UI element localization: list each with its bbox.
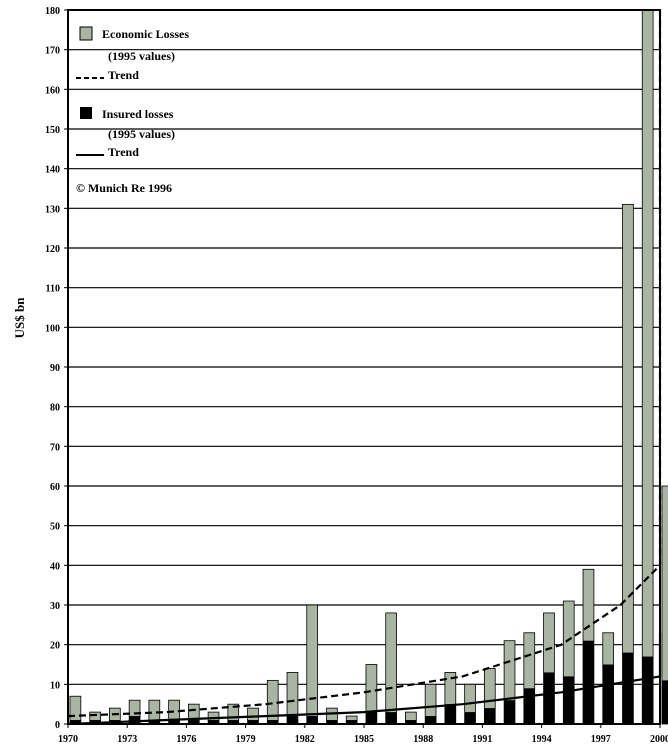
y-tick-label: 90 bbox=[50, 363, 60, 374]
legend-economic-swatch bbox=[79, 26, 93, 41]
x-tick-label: 1979 bbox=[236, 734, 256, 745]
insured-loss-bar bbox=[622, 652, 634, 724]
x-tick-label: 1973 bbox=[117, 734, 137, 745]
y-tick-label: 30 bbox=[50, 601, 60, 612]
y-tick-label: 170 bbox=[45, 46, 60, 57]
y-tick-label: 40 bbox=[50, 561, 60, 572]
y-tick-label: 20 bbox=[50, 641, 60, 652]
legend-insured-note: (1995 values) bbox=[108, 127, 175, 141]
x-tick-label: 1994 bbox=[532, 734, 552, 745]
insured-loss-bar bbox=[208, 720, 219, 724]
insured-loss-bar bbox=[583, 640, 594, 724]
insured-loss-bar bbox=[444, 704, 456, 724]
legend: Economic Losses (1995 values) Trend Insu… bbox=[76, 26, 189, 195]
y-tick-label: 140 bbox=[45, 165, 60, 176]
insured-loss-bar bbox=[464, 712, 476, 724]
economic-loss-bar bbox=[306, 604, 319, 725]
insured-loss-bar bbox=[425, 716, 437, 724]
insured-loss-bar bbox=[227, 720, 239, 724]
y-tick-label: 120 bbox=[45, 244, 60, 255]
insured-loss-bar bbox=[642, 656, 654, 724]
y-tick-label: 180 bbox=[45, 6, 60, 17]
y-tick-label: 70 bbox=[50, 442, 60, 453]
x-tick-label: 1970 bbox=[58, 734, 78, 745]
insured-loss-bar bbox=[523, 688, 535, 724]
insured-loss-bar bbox=[563, 676, 575, 724]
insured-loss-bar bbox=[168, 720, 180, 724]
y-tick-label: 80 bbox=[50, 403, 60, 414]
y-axis-title: US$ bn bbox=[12, 297, 27, 339]
insured-loss-bar bbox=[365, 712, 377, 724]
y-tick-label: 150 bbox=[45, 125, 60, 136]
insured-loss-bar bbox=[661, 680, 668, 724]
legend-economic-trend-label: Trend bbox=[108, 68, 139, 82]
insured-loss-bar bbox=[148, 720, 160, 724]
y-tick-label: 10 bbox=[50, 680, 60, 691]
insured-loss-bar bbox=[69, 720, 81, 724]
economic-loss-bar bbox=[641, 9, 654, 725]
insured-loss-bar bbox=[385, 712, 397, 724]
y-tick-label: 110 bbox=[46, 284, 60, 295]
legend-economic-label: Economic Losses bbox=[102, 27, 189, 41]
legend-insured-label: Insured losses bbox=[102, 107, 174, 121]
y-tick-label: 50 bbox=[50, 522, 60, 533]
legend-economic-note: (1995 values) bbox=[108, 49, 175, 63]
legend-insured-trend-label: Trend bbox=[108, 145, 139, 159]
insured-loss-bar bbox=[484, 708, 496, 724]
y-tick-label: 160 bbox=[45, 85, 60, 96]
insured-loss-bar bbox=[543, 672, 555, 724]
legend-source: © Munich Re 1996 bbox=[76, 181, 172, 195]
insured-loss-bar bbox=[405, 720, 417, 724]
insured-loss-bar bbox=[129, 716, 141, 724]
y-tick-label: 60 bbox=[50, 482, 60, 493]
y-axis: 0 10 20 30 40 50 60 70 80 90 100 110 120 130 140 150 160… bbox=[45, 6, 68, 731]
insured-loss-bar bbox=[504, 700, 515, 724]
insured-loss-bar bbox=[346, 720, 358, 724]
insured-loss-bar bbox=[247, 720, 259, 724]
legend-insured-swatch bbox=[80, 107, 92, 119]
x-tick-label: 2000 bbox=[650, 734, 668, 745]
x-tick-label: 1985 bbox=[354, 734, 374, 745]
x-tick-label: 1982 bbox=[295, 734, 315, 745]
insured-loss-bar bbox=[287, 716, 298, 724]
economic-loss-bar bbox=[385, 612, 397, 725]
grid-layer bbox=[68, 49, 660, 685]
y-tick-label: 100 bbox=[45, 323, 60, 334]
economic-loss-bar bbox=[69, 695, 82, 725]
x-tick-label: 1988 bbox=[413, 734, 433, 745]
insured-loss-bar bbox=[306, 716, 318, 724]
insured-loss-bar bbox=[188, 720, 200, 724]
insured-loss-bar bbox=[267, 720, 279, 724]
economic-loss-bar bbox=[622, 203, 634, 725]
x-tick-label: 1997 bbox=[591, 734, 611, 745]
x-tick-label: 1976 bbox=[176, 734, 196, 745]
y-tick-label: 0 bbox=[55, 720, 60, 731]
insured-loss-bar bbox=[602, 664, 614, 724]
x-axis: 1970 1973 1976 1979 1982 1985 1988 1991 1994 1997… bbox=[58, 724, 668, 745]
y-tick-label: 130 bbox=[45, 204, 60, 215]
insured-loss-bar bbox=[326, 720, 338, 724]
x-tick-label: 1991 bbox=[472, 734, 492, 745]
